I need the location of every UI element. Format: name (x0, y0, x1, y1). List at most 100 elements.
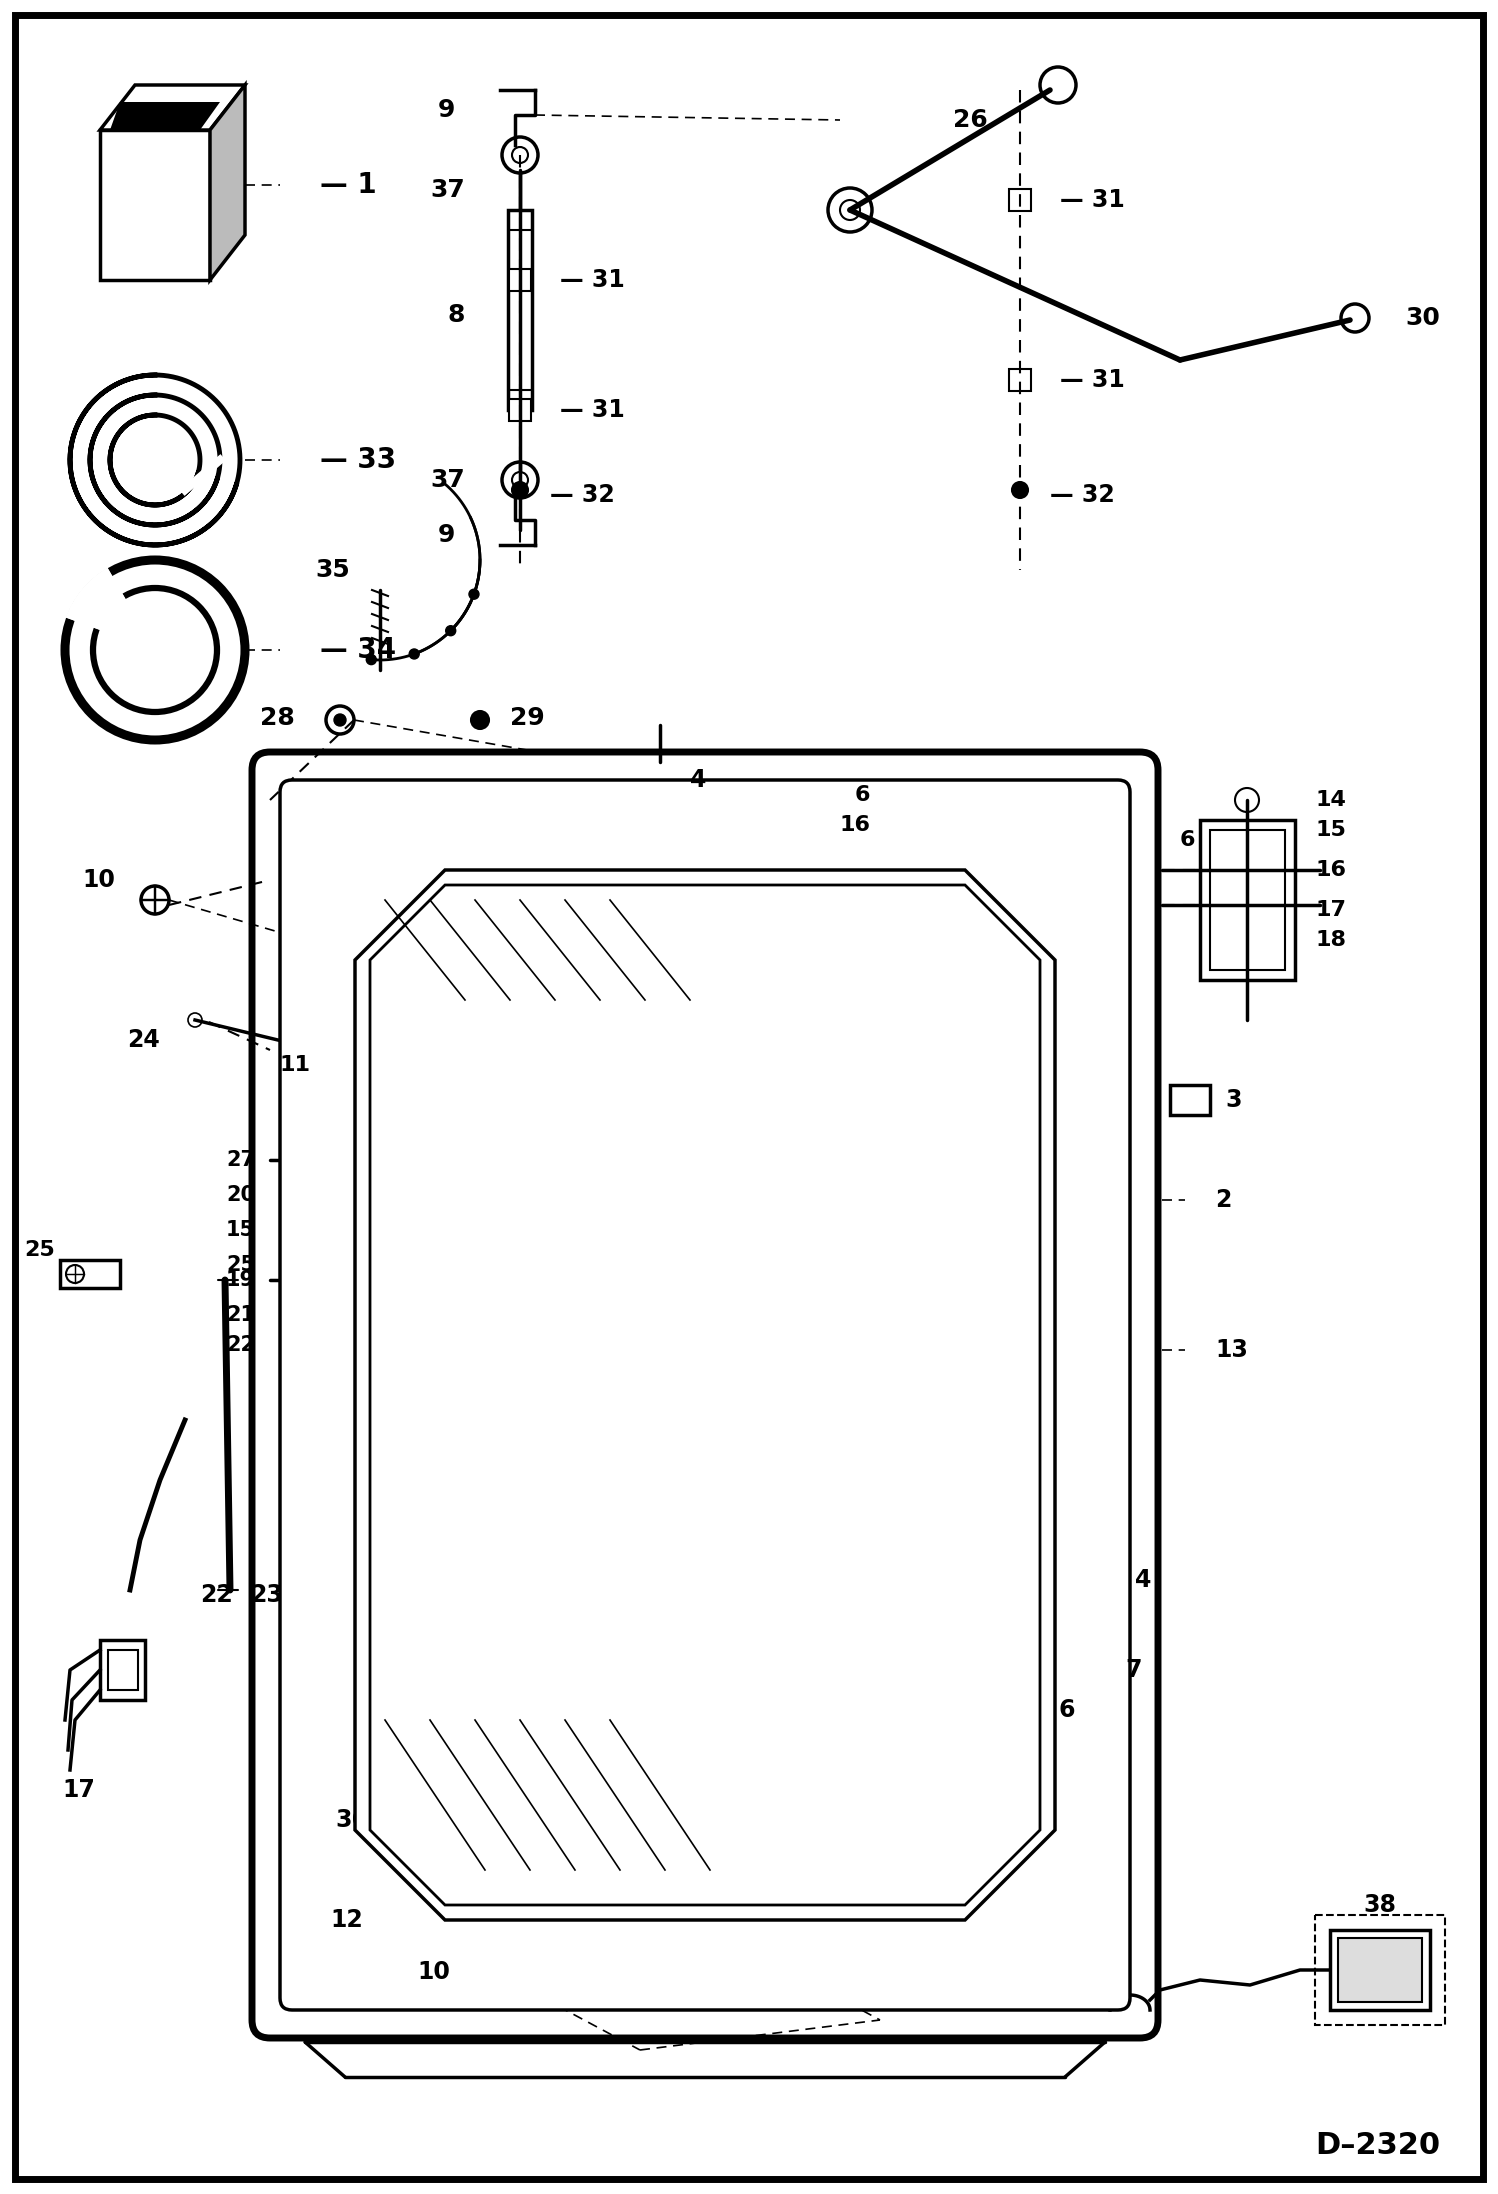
Text: 10: 10 (416, 1959, 449, 1983)
Text: — 31: — 31 (1061, 189, 1125, 213)
Bar (905, 805, 935, 836)
Circle shape (1234, 788, 1258, 812)
Text: — 34: — 34 (321, 636, 395, 665)
Circle shape (733, 1068, 756, 1093)
Circle shape (1341, 305, 1369, 331)
Wedge shape (66, 568, 154, 649)
Circle shape (318, 1253, 343, 1277)
Circle shape (318, 1147, 343, 1174)
Text: 17: 17 (61, 1777, 94, 1801)
Circle shape (532, 1183, 568, 1218)
Circle shape (189, 1014, 202, 1027)
Text: 6: 6 (1180, 829, 1195, 849)
Text: 29: 29 (509, 706, 545, 731)
Text: 4: 4 (1135, 1569, 1152, 1593)
Text: 10: 10 (82, 869, 115, 893)
Bar (280, 1110, 360, 1321)
Text: 23: 23 (250, 1584, 283, 1606)
Bar (1010, 189, 1031, 211)
Text: 3: 3 (1225, 1088, 1242, 1112)
Bar (1080, 1593, 1122, 1628)
Polygon shape (355, 871, 1055, 1920)
Text: 38: 38 (1363, 1893, 1396, 1918)
Text: — 31: — 31 (560, 268, 625, 292)
Bar (100, 129, 210, 281)
Polygon shape (109, 101, 220, 129)
Text: 26: 26 (953, 108, 987, 132)
Text: 12: 12 (330, 1909, 363, 1933)
Text: 25: 25 (24, 1240, 55, 1259)
Circle shape (327, 706, 354, 735)
Bar (1210, 829, 1285, 970)
Text: 11: 11 (785, 1064, 816, 1086)
Text: 19: 19 (226, 1270, 255, 1290)
Text: 6: 6 (1059, 1698, 1076, 1722)
Text: 30: 30 (1405, 305, 1440, 329)
Bar (291, 1119, 351, 1310)
Circle shape (334, 713, 346, 726)
Text: 13: 13 (1215, 1338, 1248, 1362)
Text: — 33: — 33 (321, 445, 395, 474)
Circle shape (470, 711, 488, 728)
Circle shape (93, 588, 217, 713)
Text: — 32: — 32 (550, 483, 614, 507)
Text: — 1: — 1 (321, 171, 376, 200)
Text: 16: 16 (1315, 860, 1347, 880)
Text: 36: 36 (336, 1808, 369, 1832)
Circle shape (478, 1389, 502, 1413)
Circle shape (482, 1957, 508, 1983)
Bar (505, 1360, 560, 1391)
Circle shape (512, 147, 527, 162)
Circle shape (318, 1218, 343, 1244)
Circle shape (737, 1937, 762, 1964)
Circle shape (502, 136, 538, 173)
Polygon shape (210, 86, 246, 281)
Text: 10: 10 (419, 1389, 449, 1409)
Circle shape (828, 189, 872, 233)
Polygon shape (100, 86, 246, 129)
Text: 22: 22 (226, 1334, 255, 1356)
Circle shape (446, 625, 455, 636)
Text: 9: 9 (437, 522, 455, 546)
Circle shape (840, 200, 860, 219)
Bar (520, 1259, 571, 1294)
Text: 15: 15 (1315, 821, 1345, 840)
Text: 20: 20 (226, 1185, 255, 1205)
Bar (1315, 1915, 1446, 2025)
FancyBboxPatch shape (252, 753, 1158, 2038)
Text: — 31: — 31 (1061, 369, 1125, 393)
Text: 16: 16 (839, 814, 870, 836)
Circle shape (1013, 483, 1028, 498)
Bar (509, 399, 530, 421)
Circle shape (318, 1183, 343, 1209)
Circle shape (339, 1058, 363, 1082)
Circle shape (1086, 1652, 1115, 1678)
Circle shape (66, 1266, 84, 1283)
Bar (1170, 1086, 1210, 1115)
Bar (509, 270, 530, 292)
Circle shape (512, 472, 527, 487)
Text: 6: 6 (854, 785, 870, 805)
Text: 4: 4 (691, 768, 707, 792)
Text: 37: 37 (430, 467, 464, 491)
Bar (100, 1639, 145, 1700)
Circle shape (683, 1108, 707, 1132)
Circle shape (1040, 68, 1076, 103)
Bar (1010, 369, 1031, 391)
Text: 7: 7 (1125, 1659, 1141, 1683)
Circle shape (469, 590, 479, 599)
Wedge shape (66, 568, 154, 649)
Text: D–2320: D–2320 (1315, 2130, 1440, 2159)
Bar (108, 1650, 138, 1689)
Text: 28: 28 (261, 706, 295, 731)
Circle shape (512, 483, 527, 498)
Bar (1338, 1937, 1422, 2001)
Circle shape (409, 649, 419, 658)
Circle shape (64, 559, 246, 739)
Text: 37: 37 (430, 178, 464, 202)
Circle shape (367, 654, 376, 665)
Text: — 32: — 32 (1050, 483, 1115, 507)
Text: 21: 21 (226, 1305, 255, 1325)
Text: 25: 25 (226, 1255, 255, 1275)
Bar (1330, 1931, 1431, 2010)
